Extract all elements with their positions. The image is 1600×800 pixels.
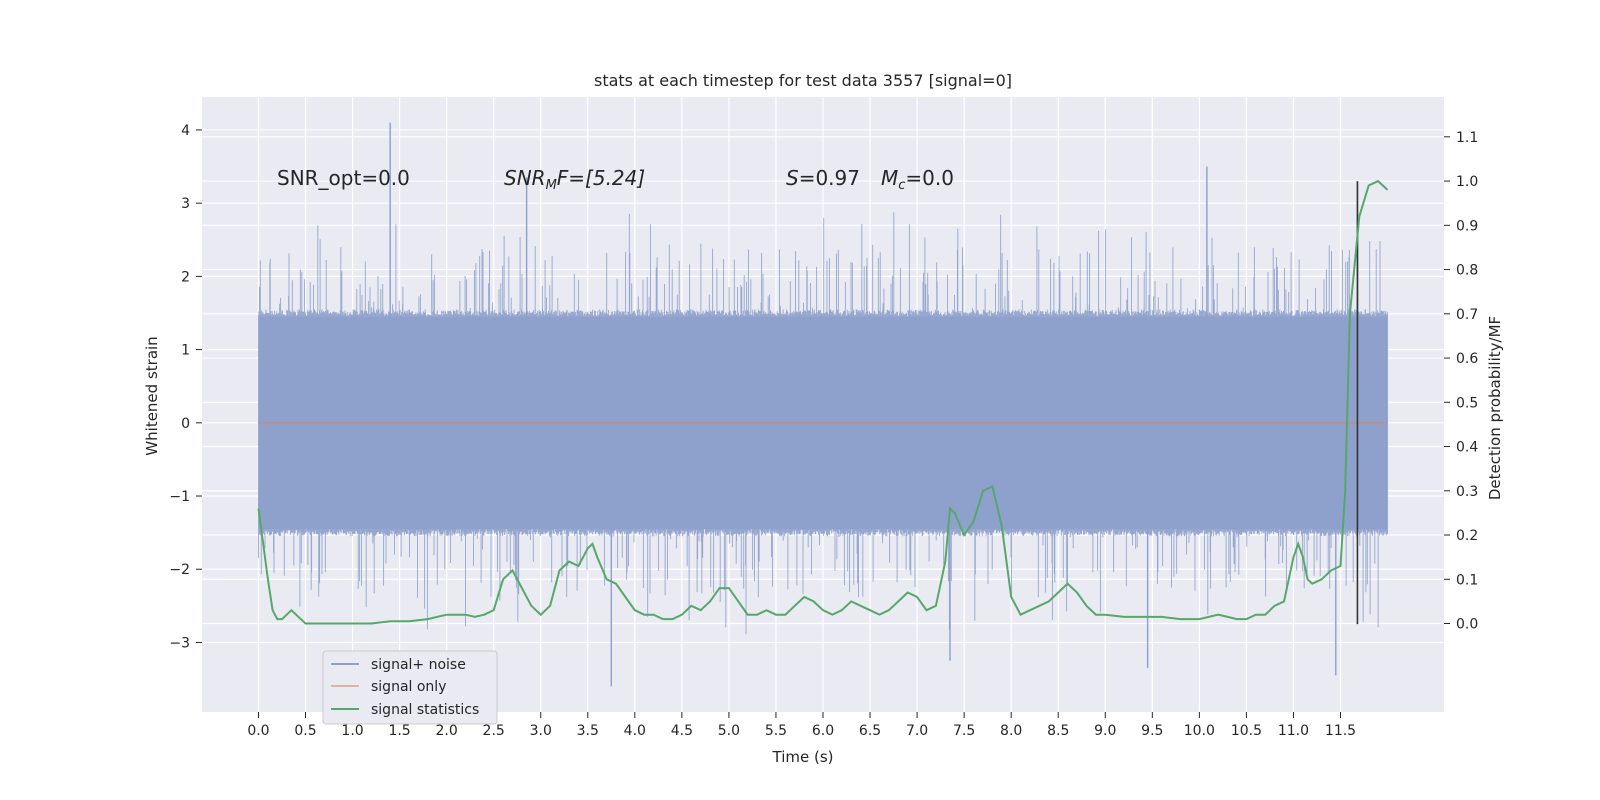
y2-tick-label: 0.7 bbox=[1456, 307, 1478, 323]
y-tick-label: 3 bbox=[181, 196, 190, 212]
legend-label-signal-noise: signal+ noise bbox=[371, 657, 466, 673]
x-tick-label: 2.0 bbox=[436, 723, 458, 739]
x-tick-label: 1.0 bbox=[341, 723, 363, 739]
series-signal-statistics bbox=[257, 179, 1389, 625]
x-tick-label: 9.5 bbox=[1141, 723, 1163, 739]
x-tick-label: 10.0 bbox=[1184, 723, 1215, 739]
x-tick-label: 8.0 bbox=[1000, 723, 1022, 739]
y2-tick-label: 0.1 bbox=[1456, 572, 1478, 588]
annotation-mc: Mc=0.0 bbox=[881, 166, 954, 193]
x-tick-label: 11.5 bbox=[1325, 723, 1356, 739]
x-tick-label: 5.0 bbox=[718, 723, 740, 739]
signal-statistics-line bbox=[257, 179, 1389, 625]
annotation-s-var: S bbox=[786, 166, 799, 190]
x-tick-label: 0.0 bbox=[247, 723, 269, 739]
y-tick-label: −2 bbox=[169, 562, 190, 578]
x-axis-ticks: 0.0 0.5 1.0 1.5 2.0 2.5 3.0 3.5 4.0 4.5 5.0 5.5 6.0 6… bbox=[247, 712, 1356, 739]
y2-tick-label: 0.4 bbox=[1456, 440, 1478, 456]
legend-label-signal-statistics: signal statistics bbox=[371, 702, 479, 718]
x-tick-label: 6.5 bbox=[859, 723, 881, 739]
legend-label-signal-only: signal only bbox=[371, 679, 446, 695]
x-axis-title: Time (s) bbox=[772, 748, 834, 766]
x-tick-label: 10.5 bbox=[1231, 723, 1262, 739]
x-tick-label: 7.0 bbox=[906, 723, 928, 739]
legend-box bbox=[322, 650, 498, 725]
y-axis-title: Whitened strain bbox=[143, 336, 161, 455]
x-tick-label: 1.5 bbox=[388, 723, 410, 739]
annotation-snr-opt: SNR_opt=0.0 bbox=[277, 166, 410, 190]
annotation-snr-mf-rest: F=[5.24] bbox=[557, 166, 645, 190]
y2-tick-label: 0.5 bbox=[1456, 395, 1478, 411]
y2-tick-label: 1.0 bbox=[1456, 174, 1478, 190]
x-tick-label: 4.5 bbox=[671, 723, 693, 739]
legend: signal+ noise signal only signal statist… bbox=[322, 650, 498, 725]
x-tick-label: 0.5 bbox=[294, 723, 316, 739]
y2-tick-label: 0.2 bbox=[1456, 528, 1478, 544]
annotation-snr-mf-sub: M bbox=[546, 178, 557, 193]
y-tick-label: 4 bbox=[181, 123, 190, 139]
x-tick-label: 9.0 bbox=[1094, 723, 1116, 739]
y2-axis-title: Detection probability/MF bbox=[1486, 316, 1504, 500]
chart-title: stats at each timestep for test data 355… bbox=[594, 71, 1012, 90]
x-tick-label: 5.5 bbox=[765, 723, 787, 739]
x-tick-label: 3.5 bbox=[577, 723, 599, 739]
x-tick-label: 4.0 bbox=[624, 723, 646, 739]
y2-axis-ticks: 0.0 0.1 0.2 0.3 0.4 0.5 0.6 0.7 0.8 0.9 1.0 1.1 bbox=[1444, 130, 1478, 633]
annotation-snr-mf-main: SNR bbox=[504, 166, 546, 190]
y2-tick-label: 0.3 bbox=[1456, 484, 1478, 500]
annotation-s: S=0.97 bbox=[786, 166, 860, 190]
y-tick-label: −3 bbox=[169, 635, 190, 651]
x-tick-label: 3.0 bbox=[530, 723, 552, 739]
x-tick-label: 7.5 bbox=[953, 723, 975, 739]
x-tick-label: 2.5 bbox=[483, 723, 505, 739]
y-tick-label: 0 bbox=[181, 416, 190, 432]
x-tick-label: 11.0 bbox=[1278, 723, 1309, 739]
y-tick-label: 2 bbox=[181, 269, 190, 285]
annotation-mc-sub: c bbox=[898, 178, 905, 193]
y2-tick-label: 1.1 bbox=[1456, 130, 1478, 146]
y2-tick-label: 0.9 bbox=[1456, 218, 1478, 234]
x-tick-label: 8.5 bbox=[1047, 723, 1069, 739]
y2-tick-label: 0.8 bbox=[1456, 263, 1478, 279]
x-tick-label: 6.0 bbox=[812, 723, 834, 739]
annotation-mc-value: =0.0 bbox=[905, 166, 954, 190]
y-tick-label: −1 bbox=[169, 489, 190, 505]
y-axis-ticks: −3 −2 −1 0 1 2 3 4 bbox=[169, 123, 202, 651]
y2-tick-label: 0.0 bbox=[1456, 617, 1478, 633]
annotation-s-value: =0.97 bbox=[799, 166, 860, 190]
y-tick-label: 1 bbox=[181, 343, 190, 359]
y2-tick-label: 0.6 bbox=[1456, 351, 1478, 367]
annotation-snr-mf: SNRMF=[5.24] bbox=[504, 166, 645, 193]
annotation-mc-var: M bbox=[881, 166, 898, 190]
